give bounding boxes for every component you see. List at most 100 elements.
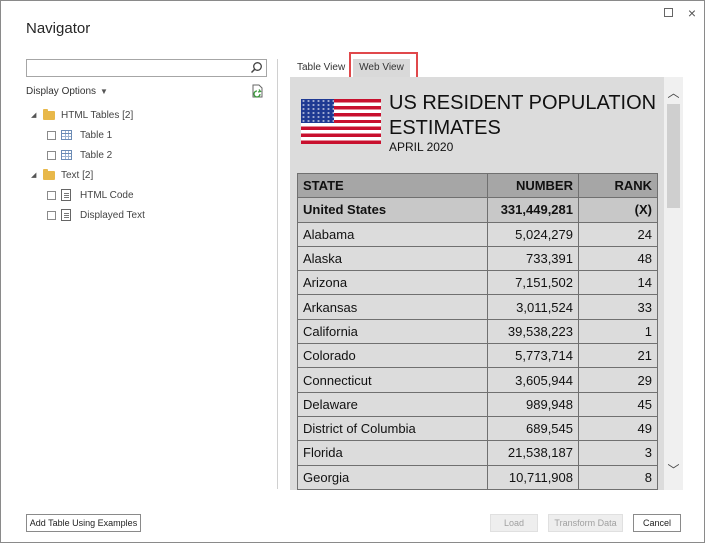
checkbox[interactable]: [47, 210, 56, 220]
number-cell: 10,711,908: [487, 464, 579, 490]
number-cell: 21,538,187: [487, 440, 579, 466]
table-row: Alabama 5,024,279 24: [297, 221, 658, 247]
chevron-down-icon: ▼: [100, 87, 108, 96]
number-cell: 3,605,944: [487, 367, 579, 393]
page-subheading: APRIL 2020: [389, 140, 454, 154]
us-flag-image: [301, 99, 381, 144]
add-table-using-examples-button[interactable]: Add Table Using Examples: [26, 514, 141, 532]
checkbox[interactable]: [47, 150, 56, 160]
number-cell: 989,948: [487, 391, 579, 417]
state-cell: Delaware: [297, 391, 488, 417]
column-header: NUMBER: [487, 172, 579, 199]
window-title: Navigator: [26, 20, 91, 37]
table-row: Delaware 989,948 45: [297, 391, 658, 417]
refresh-icon[interactable]: [251, 84, 265, 99]
rank-cell: 45: [578, 391, 658, 417]
rank-cell: 8: [578, 464, 658, 490]
rank-cell: 24: [578, 221, 658, 247]
transform-data-button[interactable]: Transform Data: [548, 514, 623, 532]
number-cell: 7,151,502: [487, 270, 579, 296]
population-table: STATE NUMBER RANK United States 331,449,2…: [297, 172, 658, 490]
tree-folder-html-tables[interactable]: ◢ HTML Tables [2]: [31, 107, 133, 123]
table-row-total: United States 331,449,281 (X): [297, 197, 658, 223]
tree-item-table-1[interactable]: Table 1: [47, 127, 112, 143]
web-view-pane: US RESIDENT POPULATION ESTIMATES APRIL 2…: [290, 77, 683, 490]
number-cell: 5,024,279: [487, 221, 579, 247]
number-cell: 733,391: [487, 245, 579, 272]
table-icon: [61, 150, 72, 160]
state-cell: Alaska: [297, 245, 488, 272]
tree-label: Displayed Text: [80, 209, 145, 221]
search-input[interactable]: [26, 59, 267, 77]
table-row: Florida 21,538,187 3: [297, 440, 658, 466]
tree-item-html-code[interactable]: HTML Code: [47, 187, 134, 203]
table-row: Alaska 733,391 48: [297, 245, 658, 272]
rank-cell: 33: [578, 294, 658, 320]
number-cell: 331,449,281: [487, 197, 579, 223]
folder-icon: [43, 108, 55, 120]
table-row: District of Columbia 689,545 49: [297, 415, 658, 442]
cancel-button[interactable]: Cancel: [633, 514, 681, 532]
column-header: STATE: [297, 172, 488, 199]
tree-item-table-2[interactable]: Table 2: [47, 147, 112, 163]
tree-label: Table 2: [80, 149, 113, 161]
display-options-label: Display Options: [26, 86, 97, 97]
scroll-down-icon[interactable]: ﹀: [667, 463, 680, 477]
tree-label: HTML Code: [80, 189, 134, 201]
page-heading: US RESIDENT POPULATION ESTIMATES: [389, 92, 657, 139]
state-cell: Florida: [297, 440, 488, 466]
column-header: RANK: [578, 172, 658, 199]
checkbox[interactable]: [47, 190, 56, 200]
table-row: Arizona 7,151,502 14: [297, 270, 658, 296]
state-cell: District of Columbia: [297, 415, 488, 442]
table-row: Arkansas 3,011,524 33: [297, 294, 658, 320]
text-document-icon: [61, 209, 71, 221]
number-cell: 39,538,223: [487, 318, 579, 345]
tab-web-view[interactable]: Web View: [353, 59, 410, 77]
table-row: Colorado 5,773,714 21: [297, 343, 658, 369]
scroll-up-icon[interactable]: ︿: [667, 86, 680, 100]
tree-item-displayed-text[interactable]: Displayed Text: [47, 207, 145, 223]
tree-label: HTML Tables [2]: [61, 109, 134, 121]
folder-icon: [43, 168, 55, 180]
number-cell: 3,011,524: [487, 294, 579, 320]
state-cell: Arkansas: [297, 294, 488, 320]
table-icon: [61, 130, 72, 140]
text-document-icon: [61, 189, 71, 201]
number-cell: 5,773,714: [487, 343, 579, 369]
tree-label: Table 1: [80, 129, 113, 141]
close-button[interactable]: ×: [687, 5, 697, 21]
flag-canton: [301, 99, 334, 123]
number-cell: 689,545: [487, 415, 579, 442]
table-body: United States 331,449,281 (X) Alabama 5,024,…: [297, 197, 658, 490]
rank-cell: 3: [578, 440, 658, 466]
state-cell: Colorado: [297, 343, 488, 369]
load-button[interactable]: Load: [490, 514, 538, 532]
state-cell: Alabama: [297, 221, 488, 247]
search-icon[interactable]: [250, 61, 263, 74]
state-cell: Georgia: [297, 464, 488, 490]
collapse-triangle-icon[interactable]: ◢: [31, 172, 37, 179]
scrollbar-thumb[interactable]: [667, 104, 680, 208]
panel-divider[interactable]: [277, 59, 278, 489]
checkbox[interactable]: [47, 130, 56, 140]
state-cell: United States: [297, 197, 488, 223]
state-cell: Connecticut: [297, 367, 488, 393]
collapse-triangle-icon[interactable]: ◢: [31, 112, 37, 119]
tree-folder-text[interactable]: ◢ Text [2]: [31, 167, 93, 183]
table-header-row: STATE NUMBER RANK: [297, 172, 658, 199]
maximize-icon: [663, 8, 673, 17]
rank-cell: 1: [578, 318, 658, 345]
display-options-dropdown[interactable]: Display Options ▼: [26, 86, 108, 97]
vertical-scrollbar[interactable]: ︿ ﹀: [664, 77, 683, 490]
tab-table-view[interactable]: Table View: [297, 62, 346, 73]
state-cell: Arizona: [297, 270, 488, 296]
rank-cell: (X): [578, 197, 658, 223]
rank-cell: 21: [578, 343, 658, 369]
state-cell: California: [297, 318, 488, 345]
rank-cell: 14: [578, 270, 658, 296]
table-row: California 39,538,223 1: [297, 318, 658, 345]
maximize-button[interactable]: [661, 6, 675, 20]
rank-cell: 49: [578, 415, 658, 442]
